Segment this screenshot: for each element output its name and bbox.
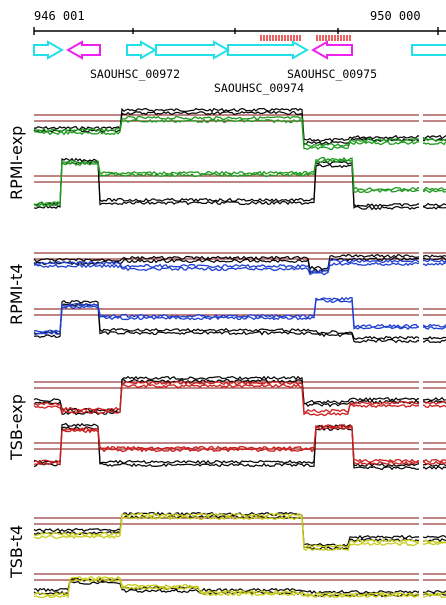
track-gap [419,108,423,208]
coverage-panels [33,107,446,602]
end-coordinate: 950 000 [370,9,421,23]
panel-label-rpmi-exp: RPMI-exp [7,126,26,200]
gene-arrow [33,40,65,60]
coverage-trace [33,160,446,211]
coverage-trace [33,158,446,208]
coverage-trace [33,253,446,271]
gene-arrow [126,40,158,60]
coverage-trace [33,425,446,466]
start-coordinate: 946 001 [34,9,85,23]
coverage-trace [33,515,446,552]
coverage-trace [33,425,446,471]
coverage-trace [33,577,446,599]
panel-label-rpmi-t4: RPMI-t4 [7,263,26,325]
genome-ruler [33,27,446,35]
coverage-trace [33,157,446,208]
gene-arrow [227,40,310,60]
coverage-trace [33,258,446,274]
coverage-panel [33,107,446,211]
coverage-trace [33,256,446,274]
coverage-panel [33,372,446,472]
panel-label-tsb-t4: TSB-t4 [7,525,26,579]
track-gap [419,512,423,602]
gene-arrow [310,40,353,60]
coverage-trace [34,302,446,344]
gene-label: SAOUHSC_00975 [287,67,377,81]
coverage-trace [33,576,446,597]
gene-arrow [411,44,446,56]
coverage-trace [33,512,446,548]
gene-track [33,40,446,60]
coverage-trace [33,380,446,414]
coverage-trace [33,107,446,143]
coverage-trace [33,375,446,413]
coverage-trace [34,118,446,151]
coverage-panel [33,511,446,602]
gene-label: SAOUHSC_00972 [90,67,180,81]
feature-marks [260,35,351,41]
coverage-trace [33,298,446,336]
coverage-trace [33,299,446,341]
coverage-trace [33,261,446,276]
panel-label-tsb-exp: TSB-exp [7,394,26,461]
coverage-trace [33,296,446,334]
coverage-panel [33,248,446,344]
coverage-trace [33,156,446,206]
gene-arrow [155,40,231,60]
gene-label: SAOUHSC_00974 [214,81,304,95]
track-gap [419,372,423,472]
coverage-trace [33,115,446,148]
gene-arrow [65,40,101,60]
coverage-trace [33,383,446,417]
coverage-trace [33,422,446,468]
coverage-trace [33,511,446,548]
coverage-trace [33,423,446,464]
track-gap [419,248,423,343]
